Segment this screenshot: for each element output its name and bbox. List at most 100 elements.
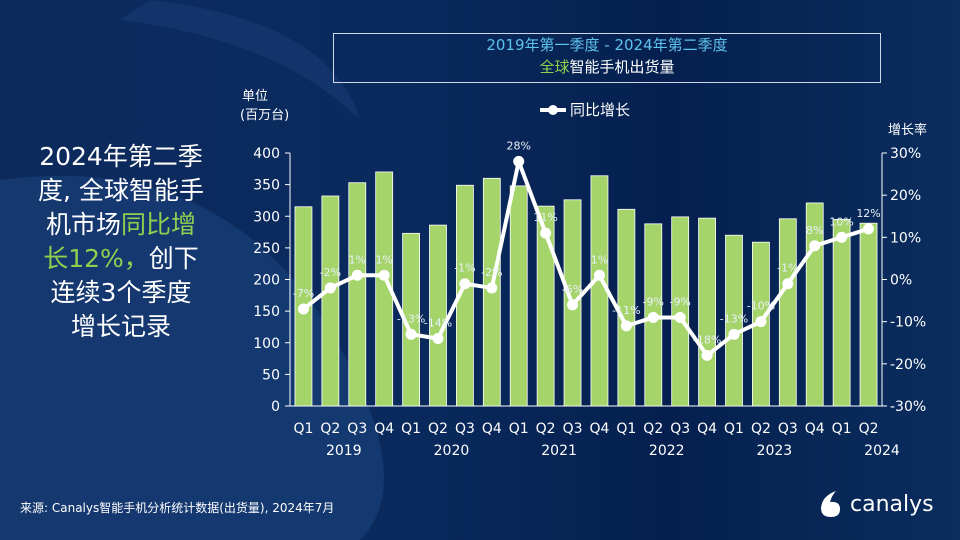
quarter-label: Q1 bbox=[293, 421, 313, 437]
left-tick-label: 50 bbox=[262, 367, 280, 383]
growth-label: -2% bbox=[320, 266, 341, 279]
quarter-label: Q2 bbox=[320, 421, 340, 437]
quarter-label: Q2 bbox=[751, 421, 771, 437]
right-tick-label: 30% bbox=[890, 146, 921, 162]
left-axis-unit: (百万台) bbox=[240, 108, 289, 123]
left-axis-label: 单位 bbox=[242, 89, 268, 104]
bar bbox=[778, 218, 797, 407]
left-tick-label: 300 bbox=[253, 209, 280, 225]
bar bbox=[509, 185, 528, 407]
year-label: 2021 bbox=[541, 443, 577, 459]
growth-point bbox=[405, 328, 417, 340]
headline-part: 机市场 bbox=[45, 210, 121, 239]
title-rest: 智能手机出货量 bbox=[569, 58, 675, 76]
growth-label: -11% bbox=[612, 304, 640, 317]
left-tick-label: 0 bbox=[271, 399, 280, 415]
growth-point bbox=[809, 240, 821, 252]
legend-label: 同比增长 bbox=[570, 101, 630, 119]
growth-label: 12% bbox=[856, 207, 880, 220]
growth-label: -10% bbox=[747, 300, 775, 313]
growth-point bbox=[459, 278, 471, 290]
year-label: 2020 bbox=[434, 443, 470, 459]
growth-label: -1% bbox=[454, 262, 475, 275]
quarter-label: Q1 bbox=[401, 421, 421, 437]
quarter-label: Q3 bbox=[563, 421, 583, 437]
headline-line: 度, 全球智能手 bbox=[38, 176, 204, 205]
left-tick-label: 100 bbox=[253, 336, 280, 352]
growth-label: -14% bbox=[424, 317, 452, 330]
headline-line: 机市场同比增 bbox=[10, 208, 232, 242]
growth-point bbox=[432, 333, 444, 345]
growth-point bbox=[836, 231, 848, 243]
growth-point bbox=[378, 269, 390, 281]
growth-point bbox=[647, 311, 659, 323]
bar bbox=[348, 182, 367, 407]
growth-label: 1% bbox=[349, 253, 366, 266]
right-tick-label: 0% bbox=[890, 273, 912, 289]
bar bbox=[671, 216, 690, 407]
growth-point bbox=[755, 316, 767, 328]
bar bbox=[725, 234, 743, 407]
right-tick-label: 20% bbox=[890, 188, 921, 204]
year-label: 2023 bbox=[757, 443, 793, 459]
right-tick-label: -30% bbox=[890, 399, 926, 415]
growth-label: 1% bbox=[375, 253, 392, 266]
growth-point bbox=[351, 269, 363, 281]
growth-label: -1% bbox=[777, 262, 798, 275]
quarter-label: Q1 bbox=[509, 421, 529, 437]
growth-label: -9% bbox=[669, 295, 690, 308]
growth-label: -13% bbox=[720, 312, 748, 325]
bar bbox=[698, 217, 716, 407]
quarter-label: Q3 bbox=[347, 421, 367, 437]
source-note: 来源: Canalys智能手机分析统计数据(出货量), 2024年7月 bbox=[20, 501, 335, 515]
bar bbox=[375, 171, 394, 407]
legend-marker bbox=[548, 105, 558, 115]
growth-point bbox=[728, 328, 740, 340]
quarter-label: Q1 bbox=[832, 421, 852, 437]
quarter-label: Q3 bbox=[455, 421, 475, 437]
bar bbox=[429, 224, 447, 407]
growth-point bbox=[540, 227, 552, 239]
growth-label: -7% bbox=[293, 287, 314, 300]
headline-line: 增长记录 bbox=[70, 312, 171, 341]
growth-point bbox=[593, 269, 605, 281]
headline-line: 长12%，创下 bbox=[10, 242, 232, 276]
canalys-logo-text: canalys bbox=[850, 491, 934, 517]
quarter-label: Q2 bbox=[428, 421, 448, 437]
canalys-logo: canalys bbox=[818, 490, 934, 518]
year-label: 2024 bbox=[864, 443, 900, 459]
right-axis-label: 增长率 bbox=[888, 122, 927, 138]
quarter-label: Q4 bbox=[697, 421, 717, 437]
right-tick-label: 10% bbox=[890, 230, 921, 246]
right-tick-label: -20% bbox=[890, 357, 926, 373]
quarter-label: Q4 bbox=[805, 421, 825, 437]
growth-point bbox=[297, 303, 309, 315]
quarter-label: Q1 bbox=[616, 421, 636, 437]
left-tick-label: 200 bbox=[253, 273, 280, 289]
growth-label: 11% bbox=[533, 211, 557, 224]
headline-highlight: 同比增 bbox=[121, 210, 197, 239]
quarter-label: Q4 bbox=[374, 421, 394, 437]
chart-title-box: 2019年第一季度 - 2024年第二季度 全球智能手机出货量 bbox=[333, 33, 881, 83]
growth-label: -6% bbox=[562, 283, 583, 296]
growth-line bbox=[302, 159, 870, 358]
growth-label: -2% bbox=[481, 266, 502, 279]
headline-line: 2024年第二季 bbox=[39, 142, 203, 171]
headline-part: 创下 bbox=[148, 244, 199, 273]
canalys-logo-icon bbox=[821, 491, 840, 517]
growth-point bbox=[863, 223, 875, 235]
quarter-label: Q4 bbox=[589, 421, 609, 437]
quarter-label: Q2 bbox=[643, 421, 663, 437]
growth-label: 8% bbox=[806, 224, 823, 237]
growth-label: 28% bbox=[507, 139, 531, 152]
growth-point bbox=[324, 282, 336, 294]
quarter-label: Q3 bbox=[670, 421, 690, 437]
growth-point bbox=[701, 349, 713, 361]
quarter-label: Q2 bbox=[859, 421, 879, 437]
quarter-label: Q1 bbox=[724, 421, 744, 437]
growth-point bbox=[620, 320, 632, 332]
headline-highlight: 长12%， bbox=[43, 244, 149, 273]
quarter-label: Q4 bbox=[482, 421, 502, 437]
growth-point bbox=[782, 278, 794, 290]
